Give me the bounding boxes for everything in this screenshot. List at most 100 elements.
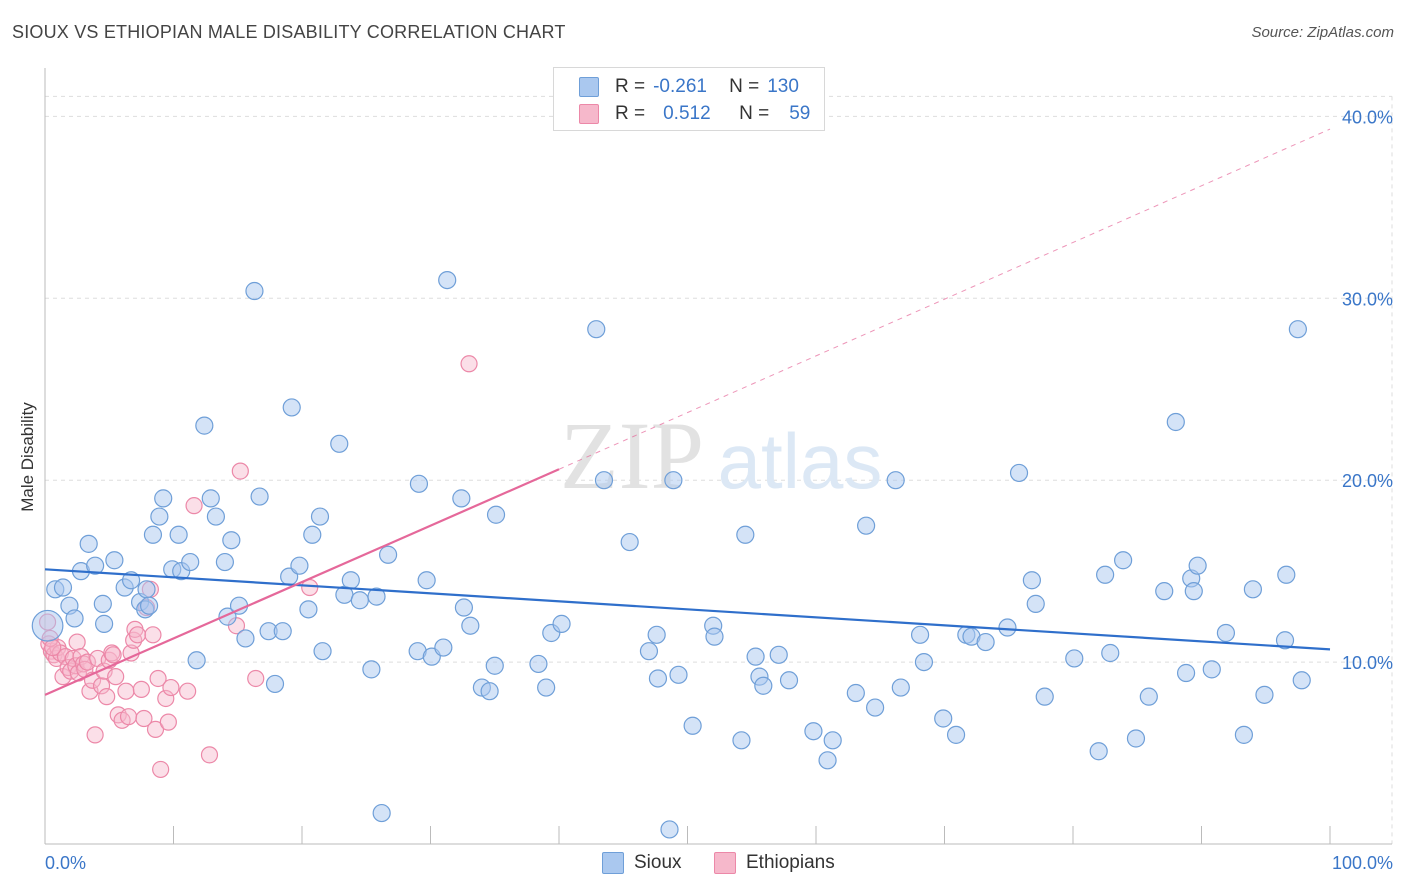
sioux-point [1065,649,1084,668]
sioux-point [1184,582,1203,601]
sioux-point [537,678,556,697]
ethiopians-point [144,626,162,644]
sioux-point [65,609,84,628]
sioux-point [946,725,966,744]
legend-r-label: R = [615,103,646,124]
sioux-point [265,674,285,694]
sioux-point [434,638,453,657]
sioux-point [461,616,480,635]
sioux-point [552,614,571,633]
sioux-point [529,654,548,674]
sioux-point [95,614,114,633]
sioux-point [804,722,823,741]
ethiopians-point [44,638,62,657]
y-tick-label: 10.0% [1342,653,1393,673]
sioux-point [169,525,188,544]
sioux-point [594,471,614,490]
sioux-point [1176,663,1196,683]
legend-box: R = -0.261 N = 130 R = 0.512 N = 59 [553,67,825,131]
sioux-point [779,671,799,690]
sioux-point [350,591,369,610]
legend-row-ethiopians: R = 0.512 N = 59 [579,102,810,126]
ethiopians-point [159,713,177,731]
ethiopians-point [107,668,125,686]
sioux-point [452,489,471,508]
sioux-point [341,571,360,590]
sioux-point [409,474,429,493]
sioux-point [378,545,398,564]
sioux-point [201,489,220,508]
sioux-point [1035,687,1054,706]
sioux-point [1126,729,1146,748]
sioux-point [143,525,163,544]
axes [44,68,1392,845]
legend-n-label: N = [729,76,760,97]
ethiopians-point [179,682,197,700]
legend-row-sioux: R = -0.261 N = 130 [579,75,799,99]
sioux-point [1155,582,1174,601]
bottom-legend-ethiopians[interactable]: Ethiopians [714,852,835,874]
sioux-point [310,507,330,526]
sioux-point [683,716,702,735]
legend-n-value-sioux: 130 [767,76,799,97]
sioux-series [31,270,1311,839]
ethiopians-point [119,708,138,726]
sioux-swatch [602,852,624,874]
sioux-point [313,642,332,661]
sioux-point [1288,320,1307,339]
sioux-point [1255,685,1274,704]
sioux-point [1188,556,1207,575]
ethiopians-point [92,677,111,695]
ethiopians-trend-line [44,468,560,696]
sioux-point [1234,725,1254,744]
sioux-point [236,629,255,648]
sioux-point [1022,571,1041,590]
legend-r-value-sioux: -0.261 [653,76,707,97]
ethiopians-point [68,633,86,651]
sioux-trend-line [44,568,1331,651]
ethiopians-point [104,646,122,664]
sioux-point [846,683,865,703]
ethiopians-point [200,746,219,764]
sioux-point [886,471,905,490]
source-label: Source: ZipAtlas.com [1251,24,1394,41]
sioux-point [31,609,64,642]
sioux-point [372,803,391,823]
sioux-point [660,820,679,839]
sioux-point [1101,643,1120,663]
sioux-point [1089,742,1108,761]
chart-title: SIOUX VS ETHIOPIAN MALE DISABILITY CORRE… [12,22,566,42]
y-tick-label: 40.0% [1342,107,1393,127]
sioux-point [976,632,995,652]
sioux-point [705,627,724,646]
sioux-point [857,516,876,535]
ethiopians-point [185,497,203,515]
trend-lines [44,128,1331,696]
bottom-legend-sioux-label: Sioux [634,852,682,873]
x-tick-label-max: 100.0% [1332,853,1393,873]
sioux-point [53,578,73,597]
sioux-point [620,532,639,552]
y-tick-label: 20.0% [1342,471,1393,491]
sioux-point [273,622,292,641]
sioux-point [1243,580,1263,599]
ethiopians-point [157,689,175,708]
sioux-point [290,556,309,575]
sioux-point [245,281,264,301]
sioux-point [250,487,269,506]
sioux-point [362,660,381,679]
sioux-point [823,731,842,750]
sioux-point [1202,660,1221,679]
bottom-legend-sioux[interactable]: Sioux [602,852,682,874]
sioux-point [1292,671,1311,690]
legend-n-label: N = [739,103,770,124]
legend-r-label: R = [615,76,646,97]
sioux-point [330,434,349,453]
x-tick-label-min: 0.0% [45,853,86,873]
sioux-swatch [579,77,599,97]
ethiopians-point [135,709,153,728]
sioux-point [1216,623,1236,643]
legend-n-value-ethiopians: 59 [789,103,811,124]
sioux-point [480,682,499,701]
